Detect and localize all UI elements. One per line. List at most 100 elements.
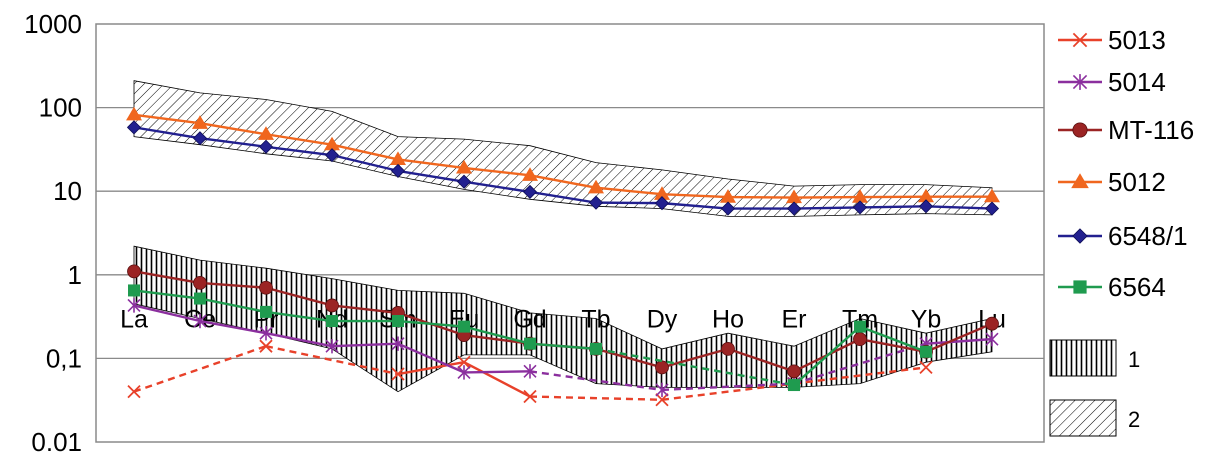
legend-item-5012: 5012 xyxy=(1058,167,1166,197)
series-line-segment xyxy=(925,337,993,345)
series-line-segment xyxy=(331,143,399,161)
series-line-segment xyxy=(463,361,531,398)
series-line-segment xyxy=(331,304,399,315)
plot-area: LaCePrNdSmEuGdTbDyHoErTmYbLu xyxy=(95,23,1045,443)
legend-marker xyxy=(1072,74,1088,90)
x-tick-label: Ho xyxy=(712,306,744,334)
data-point xyxy=(325,338,339,354)
data-point xyxy=(128,284,140,297)
legend-label: 1 xyxy=(1128,347,1140,372)
legend-swatch xyxy=(1049,339,1117,377)
series-line-segment xyxy=(199,281,267,289)
data-point xyxy=(391,336,405,351)
legend-label: 6548/1 xyxy=(1108,221,1188,251)
series-line-segment xyxy=(199,122,267,136)
data-point xyxy=(127,298,141,313)
data-point xyxy=(721,341,735,356)
data-point xyxy=(787,364,801,379)
series-line-segment xyxy=(859,337,927,353)
legend-label: 5014 xyxy=(1108,67,1166,97)
data-point xyxy=(654,186,670,200)
data-point xyxy=(324,136,340,151)
data-point xyxy=(260,305,272,318)
legend-band-1: 1 xyxy=(1049,339,1140,377)
series-line-segment xyxy=(199,137,267,148)
y-tick-labels: 1000 100 10 1 0,1 0.01 xyxy=(24,9,82,456)
data-point xyxy=(458,320,470,333)
data-point xyxy=(985,316,999,331)
y-tick-label: 10 xyxy=(53,176,82,206)
data-point xyxy=(126,120,142,135)
data-point xyxy=(193,313,207,329)
legend-item-5013: 5013 xyxy=(1058,25,1166,55)
series-line-segment xyxy=(529,190,597,204)
data-point xyxy=(390,151,406,166)
legend-marker xyxy=(1072,228,1088,244)
series-line-segment xyxy=(529,342,597,351)
y-tick-label: 0,1 xyxy=(46,343,82,373)
x-tick-label: Dy xyxy=(647,306,678,334)
series-line-segment xyxy=(529,395,663,401)
data-point xyxy=(655,393,669,407)
legend-marker xyxy=(1072,32,1088,48)
series-line-segment xyxy=(661,382,795,392)
legend-label: 5012 xyxy=(1108,167,1166,197)
series-5012 xyxy=(126,106,1000,204)
series-line-segment xyxy=(133,289,201,300)
y-tick-label: 1000 xyxy=(24,9,82,39)
series-line-segment xyxy=(793,325,861,386)
series-line-segment xyxy=(397,342,465,374)
x-tick-label: Er xyxy=(782,306,807,334)
data-point xyxy=(919,360,933,375)
data-point xyxy=(456,174,472,189)
x-tick-label: Tb xyxy=(581,306,610,334)
x-tick-label: Gd xyxy=(513,306,546,334)
series-6564 xyxy=(128,284,932,392)
data-point xyxy=(524,337,536,350)
legend-marker xyxy=(1071,173,1089,189)
series-line-segment xyxy=(265,345,399,376)
band-1 xyxy=(133,245,993,393)
data-point xyxy=(786,189,802,204)
data-point xyxy=(523,364,537,379)
series-line-segment xyxy=(925,322,993,353)
series-line-segment xyxy=(661,382,795,401)
series-line-segment xyxy=(265,286,333,307)
series-line-segment xyxy=(199,297,267,314)
series-6548/1 xyxy=(126,120,1000,216)
series-line-segment xyxy=(925,205,993,210)
data-point xyxy=(523,389,537,404)
data-point xyxy=(325,298,339,313)
data-point xyxy=(391,367,405,381)
x-tick-labels: LaCePrNdSmEuGdTbDyHoErTmYbLu xyxy=(120,306,1006,334)
legend-swatch xyxy=(1049,399,1117,437)
data-point xyxy=(984,188,1000,203)
series-line-segment xyxy=(463,325,531,345)
series-line-segment xyxy=(397,169,465,183)
series-line-segment xyxy=(529,174,597,189)
legend-item-6548/1: 6548/1 xyxy=(1058,221,1188,251)
data-point xyxy=(655,360,669,375)
data-point xyxy=(918,199,934,214)
plot-frame xyxy=(95,23,1045,443)
y-tick-label: 100 xyxy=(39,93,82,123)
bands xyxy=(133,80,993,393)
data-point xyxy=(192,131,208,146)
data-point xyxy=(390,163,406,178)
data-point xyxy=(788,379,800,392)
data-point xyxy=(918,188,934,203)
data-point xyxy=(854,320,866,333)
series-line-segment xyxy=(331,153,399,173)
data-point xyxy=(720,201,736,216)
series-line-segment xyxy=(595,186,663,196)
series-line-segment xyxy=(463,180,531,194)
data-point xyxy=(984,201,1000,216)
data-point xyxy=(258,139,274,154)
data-point xyxy=(920,345,932,358)
data-point xyxy=(326,315,338,328)
series-line-segment xyxy=(793,366,927,385)
legend-marker xyxy=(1073,280,1087,294)
series-line-segment xyxy=(397,319,465,328)
series-line-segment xyxy=(463,166,531,177)
data-point xyxy=(258,126,274,140)
